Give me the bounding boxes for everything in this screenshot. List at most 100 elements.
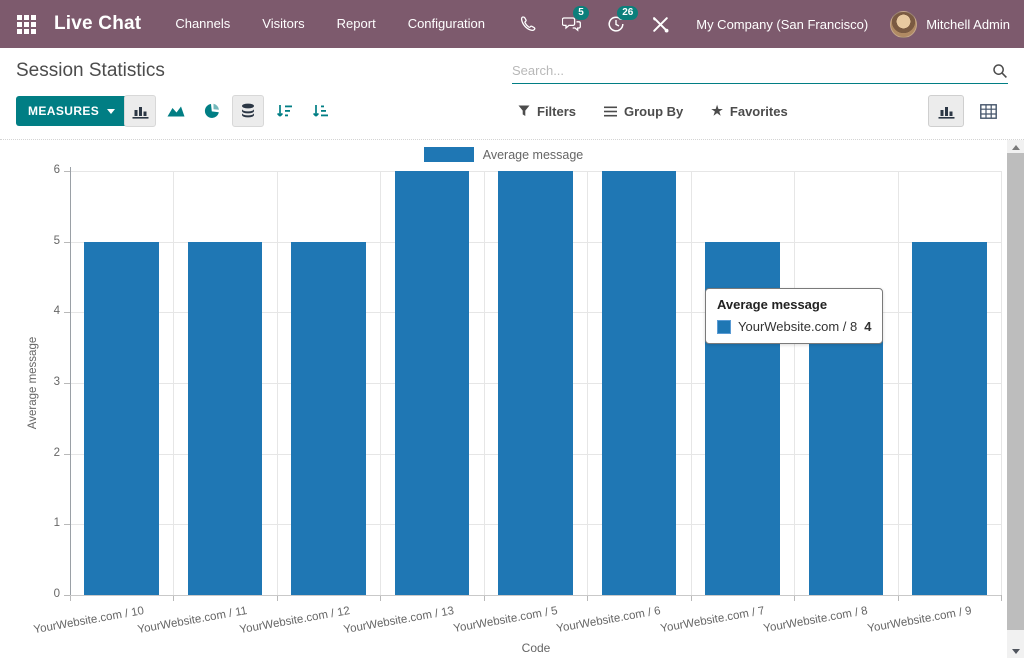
top-navbar: Live Chat Channels Visitors Report Confi…: [0, 0, 1024, 48]
scroll-up-button[interactable]: [1007, 140, 1024, 154]
app-title[interactable]: Live Chat: [54, 13, 142, 34]
x-tick-mark: [690, 595, 692, 601]
y-tick-label: 1: [53, 517, 60, 530]
chevron-down-icon: [107, 108, 116, 114]
x-tick-label: YourWebsite.com / 7: [659, 605, 766, 636]
v-gridline: [483, 171, 485, 595]
bar[interactable]: [84, 241, 159, 595]
y-tick-label: 3: [53, 376, 60, 388]
user-avatar: [890, 10, 918, 38]
v-gridline: [794, 171, 796, 595]
favorites-label: Favorites: [729, 103, 788, 119]
line-chart-button[interactable]: [160, 95, 192, 127]
phone-icon[interactable]: [517, 13, 539, 35]
search-input[interactable]: [512, 63, 992, 78]
sort-descending-button[interactable]: [268, 95, 300, 127]
y-tick-label: 2: [53, 446, 60, 459]
company-switcher[interactable]: My Company (San Francisco): [696, 16, 869, 32]
page-title: Session Statistics: [16, 60, 165, 81]
y-tick-mark: [64, 595, 70, 596]
user-menu[interactable]: Mitchell Admin: [890, 10, 1010, 38]
activities-clock-icon[interactable]: 26: [605, 6, 639, 35]
y-axis-title: Average message: [27, 336, 39, 430]
bar[interactable]: [808, 312, 884, 595]
y-tick-mark: [64, 383, 70, 384]
control-panel-buttons: MEASURES: [0, 92, 1024, 132]
bar[interactable]: [912, 241, 987, 595]
pivot-view-button[interactable]: [970, 95, 1006, 127]
apps-menu-button[interactable]: [6, 0, 46, 48]
x-tick-label: YourWebsite.com / 5: [452, 605, 559, 636]
nav-menu: Channels Visitors Report Configuration: [159, 0, 501, 48]
control-panel: Session Statistics MEASURES: [0, 48, 1024, 140]
filter-funnel-icon: [518, 105, 530, 116]
favorites-button[interactable]: ★ Favorites: [711, 103, 787, 119]
x-tick-mark: [897, 595, 899, 601]
vertical-scrollbar[interactable]: [1007, 140, 1024, 658]
sort-ascending-button[interactable]: [304, 95, 336, 127]
v-gridline: [690, 171, 692, 595]
y-tick-label: 6: [53, 164, 60, 176]
pie-chart-button[interactable]: [196, 95, 228, 127]
y-tick-mark: [64, 171, 70, 172]
navbar-right: 5 26 My Company (San Francisco) Mitchell…: [506, 0, 1024, 48]
graph-view-button[interactable]: [928, 95, 964, 127]
y-tick-label: 5: [53, 234, 60, 247]
bar[interactable]: [187, 241, 263, 595]
search-icon[interactable]: [992, 63, 1008, 79]
bar[interactable]: [291, 241, 366, 595]
y-tick-label: 0: [53, 588, 60, 600]
bar[interactable]: [394, 171, 470, 595]
group-by-label: Group By: [624, 103, 684, 119]
chart-tooltip: Average message YourWebsite.com / 8 4: [705, 288, 884, 344]
bar[interactable]: [498, 171, 573, 595]
bar-chart-button[interactable]: [124, 95, 156, 127]
x-tick-label: YourWebsite.com / 11: [136, 605, 248, 637]
user-name: Mitchell Admin: [926, 16, 1010, 32]
apps-grid-icon: [16, 14, 36, 34]
scroll-down-button[interactable]: [1007, 644, 1024, 658]
x-tick-mark: [587, 595, 589, 601]
nav-item-configuration[interactable]: Configuration: [407, 16, 486, 31]
nav-item-visitors[interactable]: Visitors: [262, 16, 305, 31]
x-tick-mark: [380, 595, 382, 601]
x-tick-mark: [1001, 595, 1002, 601]
activities-badge: 26: [617, 6, 639, 20]
filters-label: Filters: [537, 103, 577, 119]
chart-type-toolbar: [124, 95, 336, 127]
x-tick-mark: [794, 595, 796, 601]
messages-icon[interactable]: 5: [561, 6, 589, 35]
v-gridline: [380, 171, 382, 595]
measures-button[interactable]: MEASURES: [16, 96, 128, 126]
x-tick-label: YourWebsite.com / 8: [762, 605, 869, 636]
v-gridline: [1001, 171, 1002, 595]
scrollbar-thumb[interactable]: [1007, 153, 1024, 630]
tooltip-swatch: [717, 319, 731, 334]
v-gridline: [587, 171, 589, 595]
stacked-toggle-button[interactable]: [232, 95, 264, 127]
v-gridline: [276, 171, 278, 595]
y-tick-mark: [64, 453, 70, 455]
x-tick-label: YourWebsite.com / 6: [555, 605, 662, 636]
chart-legend[interactable]: Average message: [0, 147, 1007, 162]
filters-button[interactable]: Filters: [518, 104, 576, 119]
v-gridline: [173, 171, 175, 595]
tools-wrench-icon[interactable]: [649, 13, 671, 35]
y-tick-label: 4: [53, 305, 60, 318]
group-by-button[interactable]: Group By: [604, 104, 683, 119]
legend-swatch: [423, 147, 474, 162]
bar[interactable]: [601, 171, 677, 595]
nav-item-report[interactable]: Report: [336, 16, 376, 31]
measures-label: MEASURES: [28, 104, 100, 118]
legend-label: Average message: [482, 147, 584, 162]
x-axis-title: Code: [521, 641, 551, 655]
nav-item-channels[interactable]: Channels: [175, 16, 231, 31]
bar-chart: Average message 0 1 2 3 4 5 6 YourWebsite.com /…: [0, 140, 1024, 658]
search-box: [512, 58, 1008, 84]
y-tick-mark: [64, 241, 70, 243]
group-by-icon: [604, 106, 618, 116]
tooltip-title: Average message: [717, 297, 828, 312]
v-gridline: [897, 171, 899, 595]
search-facets: Filters Group By ★ Favorites: [518, 96, 788, 126]
